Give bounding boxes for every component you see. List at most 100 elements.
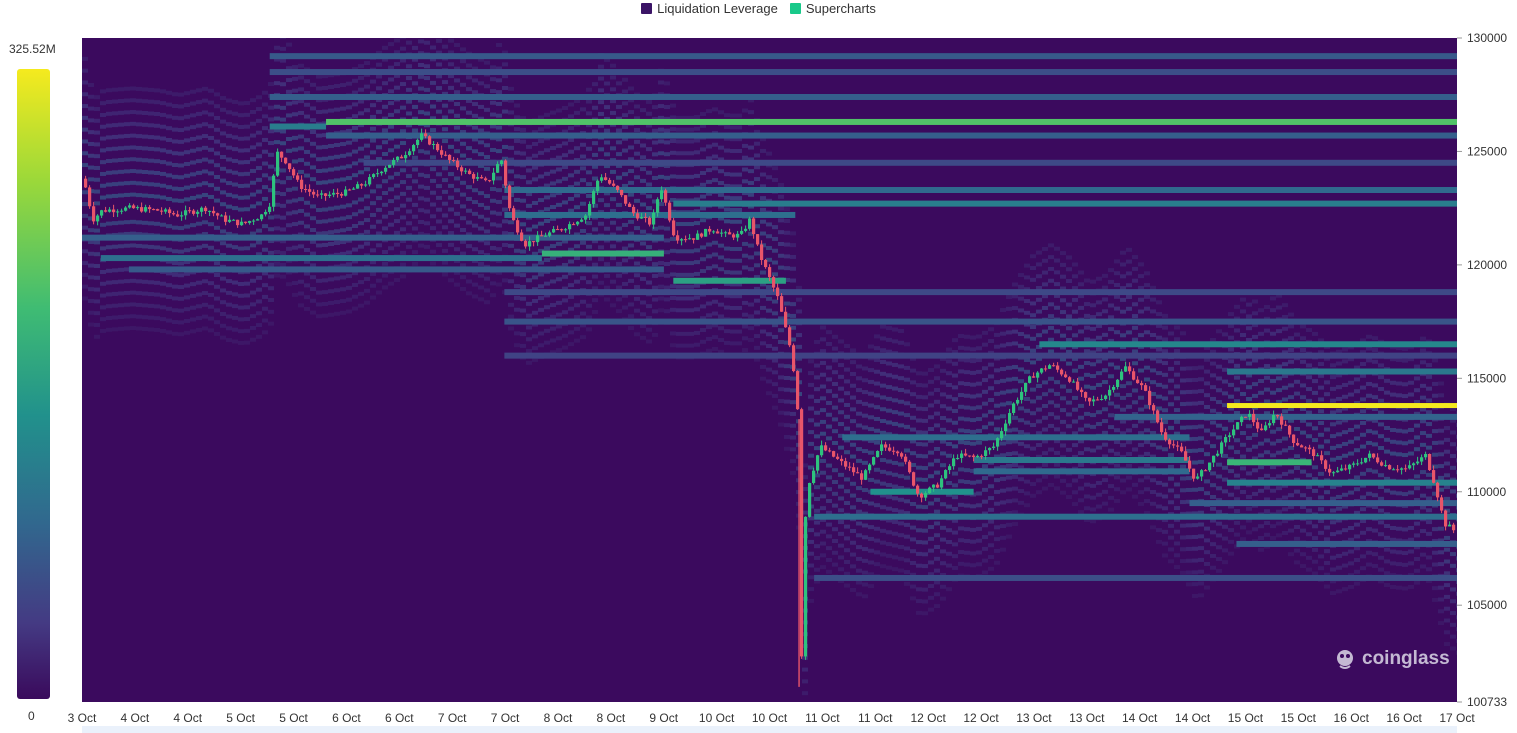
field-cell [964, 550, 970, 555]
field-cell [1336, 565, 1342, 570]
field-cell [1180, 559, 1186, 564]
field-cell [256, 177, 262, 182]
field-cell [1216, 557, 1222, 562]
field-cell [1252, 393, 1258, 398]
field-cell [820, 541, 826, 546]
field-cell [382, 45, 388, 50]
field-cell [748, 337, 754, 342]
field-cell [1078, 427, 1084, 432]
field-cell [1330, 457, 1336, 462]
field-cell [934, 580, 940, 585]
field-cell [1054, 486, 1060, 491]
candle-body [368, 177, 372, 185]
candle-body [704, 228, 708, 237]
field-cell [334, 154, 340, 159]
field-cell [316, 145, 322, 150]
field-cell [442, 225, 448, 230]
field-cell [256, 130, 262, 135]
field-cell [394, 230, 400, 235]
field-cell [820, 529, 826, 534]
field-cell [1066, 326, 1072, 331]
field-cell [1348, 427, 1354, 432]
candle-body [796, 371, 800, 410]
field-cell [688, 284, 694, 289]
field-cell [640, 324, 646, 329]
field-cell [586, 303, 592, 308]
field-cell [1210, 506, 1216, 511]
field-cell [430, 226, 436, 231]
field-cell [988, 519, 994, 524]
field-cell [802, 486, 808, 491]
field-cell [292, 100, 298, 105]
field-cell [700, 194, 706, 199]
field-cell [1090, 385, 1096, 390]
field-cell [1210, 349, 1216, 354]
field-cell [1084, 506, 1090, 511]
field-cell [790, 337, 796, 342]
field-cell [550, 169, 556, 174]
field-cell [94, 228, 100, 233]
field-cell [130, 98, 136, 103]
field-cell [202, 302, 208, 307]
candle-body [788, 327, 792, 346]
field-cell [886, 326, 892, 331]
field-cell [1042, 403, 1048, 408]
field-cell [976, 526, 982, 531]
field-cell [262, 137, 268, 142]
field-cell [346, 140, 352, 145]
field-cell [418, 86, 424, 91]
field-cell [1384, 547, 1390, 552]
field-cell [112, 146, 118, 151]
field-cell [430, 116, 436, 121]
field-cell [322, 278, 328, 283]
field-cell [844, 560, 850, 565]
field-cell [430, 45, 436, 50]
field-cell [922, 454, 928, 459]
price-candles[interactable] [84, 128, 1456, 687]
field-cell [1324, 451, 1330, 456]
field-cell [772, 225, 778, 230]
field-cell [424, 76, 430, 81]
field-cell [238, 148, 244, 153]
field-cell [496, 66, 502, 71]
field-cell [1150, 419, 1156, 424]
field-cell [1360, 338, 1366, 343]
field-cell [520, 296, 526, 301]
field-cell [1246, 518, 1252, 523]
field-cell [1456, 505, 1457, 510]
field-cell [892, 519, 898, 524]
field-cell [184, 283, 190, 288]
field-cell [778, 422, 784, 427]
field-cell [1402, 453, 1408, 458]
candle-body [264, 211, 268, 215]
field-cell [1324, 427, 1330, 432]
field-cell [1426, 410, 1432, 415]
field-cell [262, 294, 268, 299]
field-cell [916, 610, 922, 615]
field-cell [316, 219, 322, 224]
field-cell [154, 111, 160, 116]
field-cell [1306, 363, 1312, 368]
field-cell [784, 218, 790, 223]
field-cell [436, 207, 442, 212]
field-cell [964, 334, 970, 339]
field-cell [568, 114, 574, 119]
field-cell [430, 57, 436, 62]
field-cell [1408, 380, 1414, 385]
field-cell [124, 290, 130, 295]
field-cell [940, 380, 946, 385]
field-cell [1210, 483, 1216, 488]
field-cell [616, 273, 622, 278]
field-cell [616, 285, 622, 290]
field-cell [850, 383, 856, 388]
field-cell [748, 145, 754, 150]
field-cell [592, 105, 598, 110]
field-cell [922, 466, 928, 471]
field-cell [472, 66, 478, 71]
field-cell [1114, 271, 1120, 276]
candle-body [452, 159, 456, 161]
field-cell [418, 208, 424, 213]
field-cell [1396, 428, 1402, 433]
field-cell [106, 221, 112, 226]
